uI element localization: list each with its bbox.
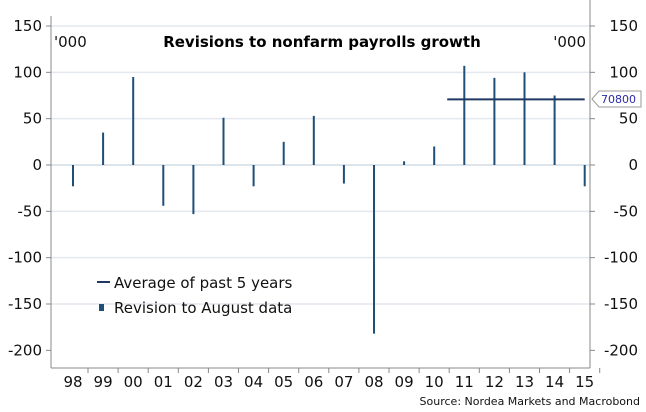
- chart-title: Revisions to nonfarm payrolls growth: [163, 33, 481, 51]
- legend-revision: Revision to August data: [114, 299, 292, 317]
- y-tick-label-right: -200: [604, 341, 638, 359]
- y-tick-label-left: 50: [23, 110, 42, 128]
- source-note: Source: Nordea Markets and Macrobond: [420, 395, 640, 408]
- bar-01: [162, 165, 165, 206]
- y-tick-label-right: 50: [619, 110, 638, 128]
- y-tick-label-right: 0: [628, 156, 638, 174]
- x-tick-label: 02: [184, 373, 203, 391]
- x-tick-label: 06: [304, 373, 323, 391]
- x-tick-label: 09: [395, 373, 414, 391]
- x-tick-label: 13: [515, 373, 534, 391]
- y-tick-label-right: 100: [609, 63, 638, 81]
- bar-11: [463, 65, 466, 165]
- y-tick-label-right: -100: [604, 249, 638, 267]
- bar-13: [523, 72, 526, 165]
- y-tick-label-left: -200: [8, 341, 42, 359]
- bar-99: [102, 132, 105, 165]
- x-tick-label: 14: [545, 373, 564, 391]
- legend-bar-swatch: [99, 304, 104, 311]
- bar-15: [583, 165, 586, 187]
- bar-12: [493, 77, 496, 165]
- x-tick-label: 15: [575, 373, 594, 391]
- average-value-label: 70800: [591, 90, 642, 108]
- x-tick-label: 05: [274, 373, 293, 391]
- y-tick-label-right: -150: [604, 295, 638, 313]
- x-tick-label: 10: [425, 373, 444, 391]
- bar-04: [252, 165, 255, 187]
- y-tick-label-left: 0: [32, 156, 42, 174]
- x-tick-label: 03: [214, 373, 233, 391]
- bar-10: [433, 146, 436, 165]
- y-tick-label-left: -50: [18, 202, 43, 220]
- y-tick-label-left: 100: [13, 63, 42, 81]
- x-tick-label: 08: [364, 373, 383, 391]
- x-tick-label: 11: [455, 373, 474, 391]
- bar-03: [222, 117, 225, 165]
- bar-00: [132, 76, 135, 165]
- x-tick-label: 04: [244, 373, 263, 391]
- bar-02: [192, 165, 195, 215]
- bar-07: [342, 165, 345, 184]
- x-tick-label: 12: [485, 373, 504, 391]
- bar-09: [403, 161, 406, 165]
- bar-98: [72, 165, 74, 187]
- bar-14: [553, 95, 556, 165]
- y-tick-label-right: 150: [609, 17, 638, 35]
- legend-average: Average of past 5 years: [114, 274, 293, 292]
- x-tick-label: 07: [334, 373, 353, 391]
- y-tick-label-left: -150: [8, 295, 42, 313]
- x-tick-label: 99: [94, 373, 113, 391]
- x-tick-label: 00: [124, 373, 143, 391]
- y-tick-label-left: -100: [8, 249, 42, 267]
- y-tick-label-left: 150: [13, 17, 42, 35]
- bar-06: [312, 115, 315, 165]
- bar-08: [373, 165, 375, 334]
- y-tick-label-right: -50: [614, 202, 639, 220]
- svg-text:70800: 70800: [601, 93, 636, 106]
- bar-05: [282, 141, 285, 165]
- x-tick-label: 01: [154, 373, 173, 391]
- x-tick-label: 98: [63, 373, 82, 391]
- unit-left: '000: [54, 33, 87, 51]
- unit-right: '000: [553, 33, 586, 51]
